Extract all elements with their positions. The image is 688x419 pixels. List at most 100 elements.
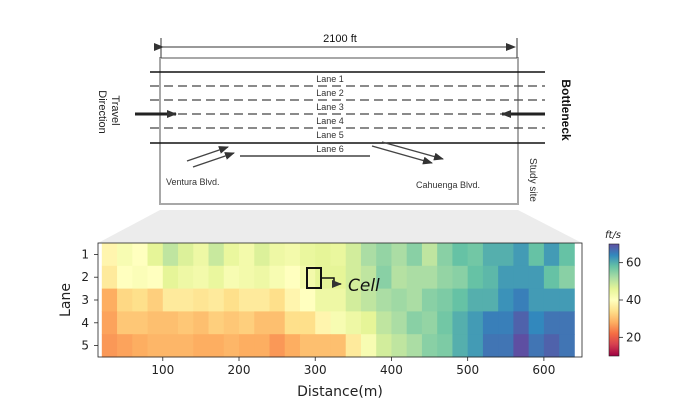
- heatmap-cell: [299, 288, 316, 312]
- cahuenga-ramp-label: Cahuenga Blvd.: [416, 180, 480, 190]
- heatmap-cell: [391, 311, 408, 335]
- heatmap-cell: [421, 288, 438, 312]
- heatmap-cell: [482, 288, 499, 312]
- heatmap-cell: [559, 334, 575, 358]
- x-tick-label: 300: [304, 363, 327, 377]
- heatmap-cell: [132, 311, 148, 335]
- heatmap-cell: [162, 243, 179, 267]
- heatmap-cell: [239, 288, 255, 312]
- heatmap-cell: [208, 265, 225, 289]
- heatmap-cell: [330, 311, 347, 335]
- heatmap-cell: [513, 334, 530, 358]
- heatmap-cell: [223, 311, 240, 335]
- colorbar-ticks: 20 40 60: [619, 256, 641, 344]
- heatmap-cell: [376, 334, 392, 358]
- heatmap-cell: [559, 265, 575, 289]
- heatmap-cell: [254, 311, 270, 335]
- heatmap-cell: [467, 265, 484, 289]
- heatmap-cell: [284, 311, 301, 335]
- heatmap-cell: [498, 265, 514, 289]
- heatmap-cell: [543, 311, 560, 335]
- heatmap-cell: [147, 311, 164, 335]
- heatmap-cell: [239, 265, 255, 289]
- heatmap-cell: [193, 311, 209, 335]
- off-ramp-arrow: [371, 145, 433, 165]
- heatmap-cell: [360, 243, 377, 267]
- heatmap-cell: [117, 243, 133, 267]
- heatmap-cell: [223, 265, 240, 289]
- heatmap-cell: [498, 334, 514, 358]
- heatmap-cell: [528, 334, 545, 358]
- heatmap-cell: [559, 311, 575, 335]
- heatmap-cell: [284, 243, 301, 267]
- heatmap-cell: [193, 243, 209, 267]
- heatmap-cell: [117, 311, 133, 335]
- heatmap-cell: [162, 288, 179, 312]
- heatmap-cell: [193, 334, 209, 358]
- heatmap-cell: [330, 288, 347, 312]
- heatmap-cell: [147, 334, 164, 358]
- heatmap-cell: [421, 265, 438, 289]
- heatmap-cell: [269, 265, 286, 289]
- heatmap-cell: [147, 288, 164, 312]
- heatmap-cell: [452, 334, 469, 358]
- heatmap-cell: [376, 288, 392, 312]
- lane-label: Lane 6: [316, 144, 344, 154]
- heatmap-cell: [315, 243, 331, 267]
- x-axis-title: Distance(m): [297, 384, 383, 400]
- bottleneck-label: Bottleneck: [559, 79, 573, 141]
- heatmap-cell: [223, 288, 240, 312]
- study-site-diagram: 2100 ft Lane 1 Lane 2 Lane 3 Lane 4 Lane…: [96, 33, 582, 243]
- heatmap-cell: [437, 334, 453, 358]
- heatmap-cell: [178, 265, 194, 289]
- heatmap-cell: [482, 243, 499, 267]
- colorbar-unit: ft/s: [605, 230, 621, 241]
- heatmap-cell: [406, 311, 423, 335]
- heatmap-cell: [193, 265, 209, 289]
- heatmap-cell: [345, 311, 362, 335]
- y-axis-title: Lane: [58, 283, 74, 317]
- heatmap-cell: [345, 265, 362, 289]
- lane-label: Lane 2: [316, 88, 344, 98]
- heatmap-cell: [391, 265, 408, 289]
- heatmap-cell: [360, 265, 377, 289]
- heatmap-cell: [391, 334, 408, 358]
- heatmap-cell: [437, 265, 453, 289]
- cell-callout-label: Cell: [348, 276, 380, 296]
- heatmap-cell: [543, 334, 560, 358]
- heatmap-cell: [376, 265, 392, 289]
- heatmap-cell: [330, 334, 347, 358]
- heatmap-cell: [117, 288, 133, 312]
- heatmap-cell: [147, 243, 164, 267]
- heatmap-cell: [406, 288, 423, 312]
- heatmap-cell: [223, 243, 240, 267]
- heatmap-cell: [391, 243, 408, 267]
- heatmap-cell: [208, 288, 225, 312]
- heatmap-cell: [345, 288, 362, 312]
- lane-label: Lane 4: [316, 116, 344, 126]
- heatmap-cell: [543, 265, 560, 289]
- heatmap-cell: [437, 288, 453, 312]
- heatmap-cell: [452, 243, 469, 267]
- on-ramp-arrow: [186, 146, 229, 162]
- heatmap-cell: [132, 334, 148, 358]
- heatmap-cell: [437, 311, 453, 335]
- heatmap-cell: [360, 334, 377, 358]
- heatmap-cell: [315, 334, 331, 358]
- heatmap-cell: [132, 288, 148, 312]
- heatmap-cell: [269, 243, 286, 267]
- heatmap-cell: [254, 334, 270, 358]
- heatmap-cell: [467, 334, 484, 358]
- heatmap-cell: [513, 243, 530, 267]
- heatmap-cell: [421, 311, 438, 335]
- study-site-label: Study site: [527, 158, 538, 202]
- speed-heatmap: 100 200 300 400 500 600 1 2 3 4 5 Distance(m) Lan…: [58, 242, 583, 400]
- x-tick-label: 400: [380, 363, 403, 377]
- heatmap-cell: [528, 288, 545, 312]
- y-tick-label: 2: [81, 270, 89, 284]
- heatmap-cell: [543, 243, 560, 267]
- heatmap-cells: [101, 243, 575, 358]
- zoom-projection: [98, 210, 582, 243]
- heatmap-cell: [528, 265, 545, 289]
- heatmap-cell: [178, 334, 194, 358]
